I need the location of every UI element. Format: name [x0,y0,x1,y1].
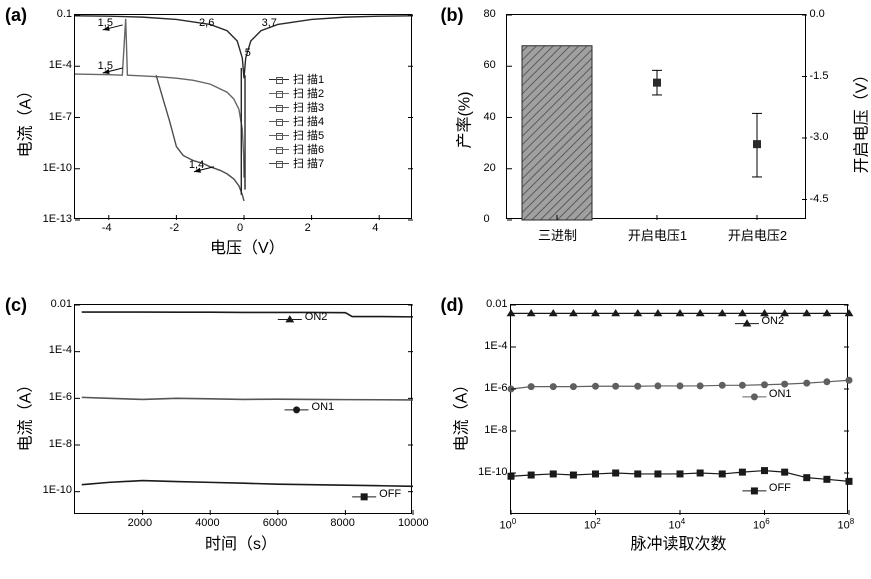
panel-b: (b) 产率(%) 开启电压（V） 0204060800.0-1.5-3.0-4… [436,0,871,290]
a-xlabel: 电压（V） [210,234,285,258]
plot-b [506,14,806,219]
panel-d: (d) 电流（A） 脉冲读取次数 0.011E-41E-61E-81E-1010… [436,290,871,579]
panel-b-label: (b) [441,5,464,26]
panel-c-label: (c) [5,295,27,316]
panel-a-label: (a) [5,5,27,26]
panel-d-label: (d) [441,295,464,316]
plot-d [510,304,848,514]
plot-c [74,304,412,514]
panel-a: (a) 电流（A） 电压（V） 0.11E-41E-71E-101E-13-4-… [0,0,436,290]
panel-c: (c) 电流（A） 时间（s） 0.011E-41E-61E-81E-10200… [0,290,436,579]
b-ylabel-left: 产率(%) [450,92,474,149]
a-legend: 扫 描1扫 描2扫 描3扫 描4扫 描5扫 描6扫 描7 [269,72,324,170]
b-ylabel-right: 开启电压（V） [847,67,871,174]
d-xlabel: 脉冲读取次数 [631,530,727,554]
plot-a [74,14,412,219]
c-xlabel: 时间（s） [205,530,277,554]
